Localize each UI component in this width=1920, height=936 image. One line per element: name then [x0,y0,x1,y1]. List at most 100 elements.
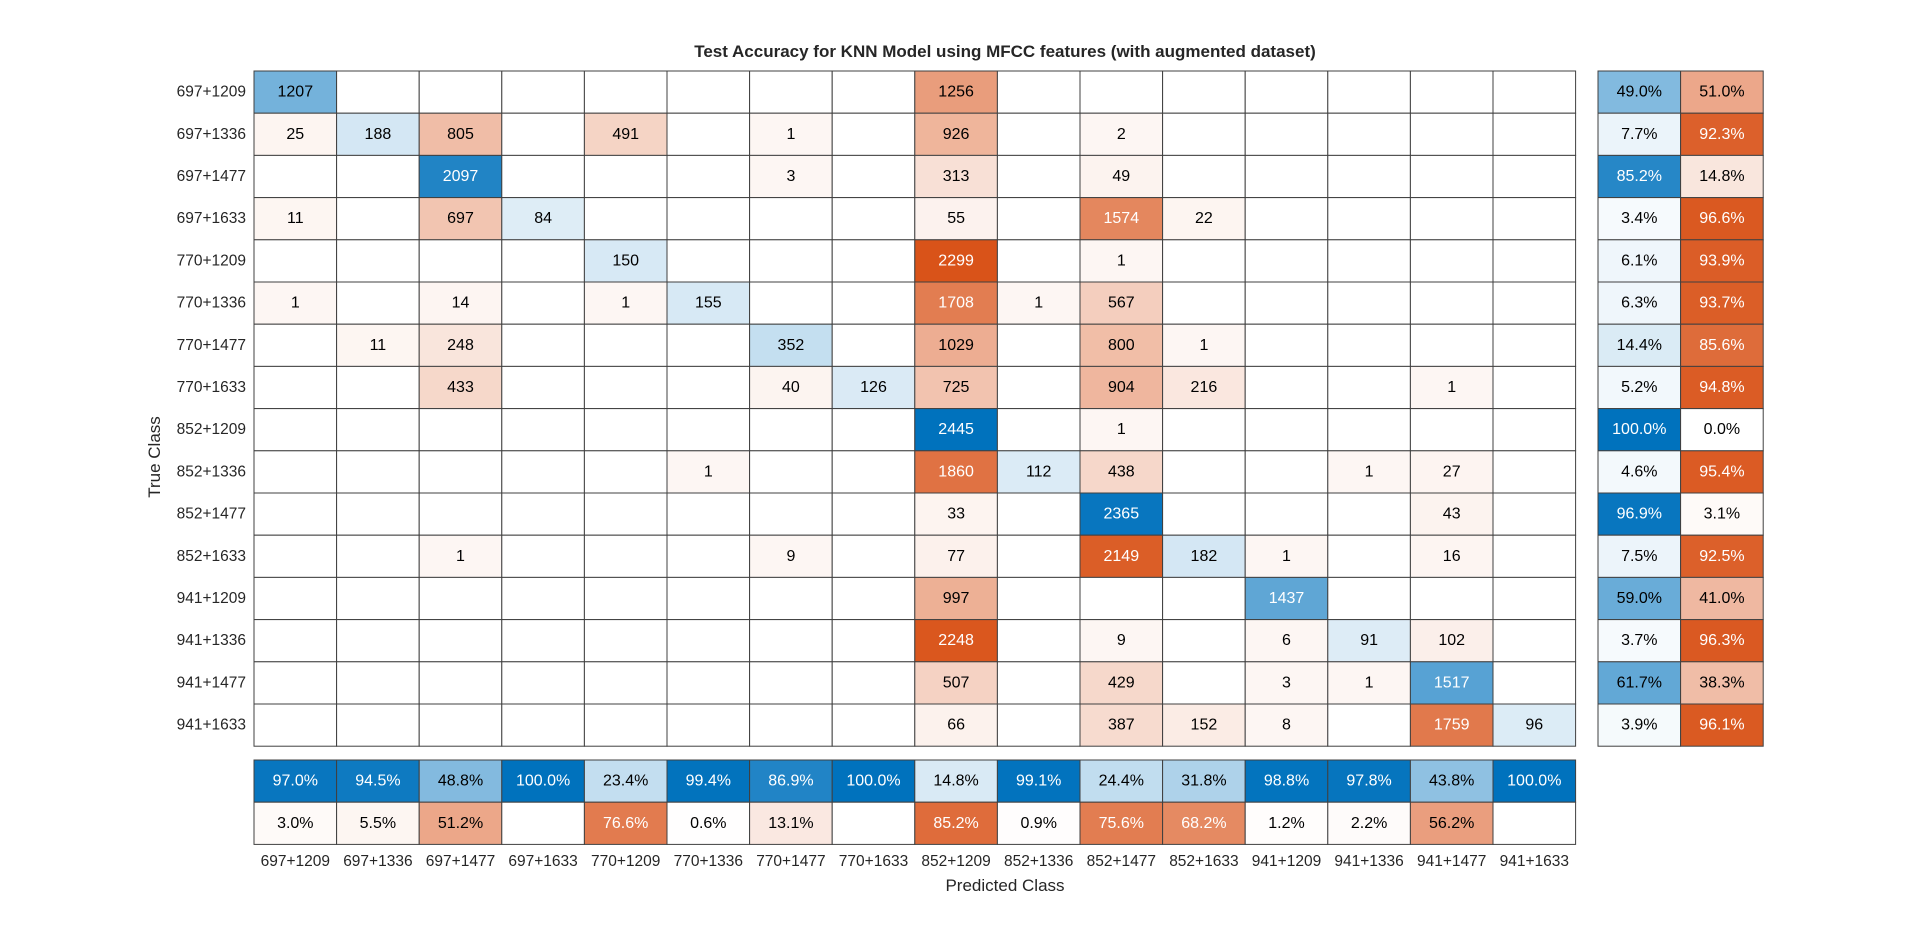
matrix-cell [253,450,338,494]
row-summary-incorrect-cell [1680,281,1764,325]
column-summary-correct-value: 99.4% [686,773,731,790]
matrix-cell-value: 438 [1108,463,1135,480]
matrix-cell [1162,154,1246,199]
matrix-cell [914,281,998,325]
row-summary-correct-value: 100.0% [1612,421,1666,438]
row-summary-correct-cell [1597,703,1682,747]
column-summary-incorrect-cell [583,801,668,845]
matrix-cell [253,661,338,705]
matrix-cell [583,492,668,536]
matrix-cell [666,619,751,663]
matrix-cell [831,534,916,578]
matrix-cell [666,661,751,705]
matrix-cell [1079,197,1164,241]
matrix-cell [1162,450,1246,494]
row-summary-incorrect-cell [1680,703,1764,747]
matrix-cell [914,197,998,241]
column-summary-correct-value: 86.9% [768,773,813,790]
matrix-cell [336,619,420,663]
row-summary-incorrect-value: 92.5% [1699,548,1744,565]
column-summary-incorrect-value: 68.2% [1181,815,1226,832]
matrix-cell-value: 1 [1117,421,1126,438]
matrix-cell [914,70,998,114]
matrix-cell [831,239,916,283]
matrix-cell [253,197,338,241]
matrix-cell-value: 1517 [1434,674,1470,691]
row-summary-incorrect-value: 96.3% [1699,632,1744,649]
matrix-cell [336,534,420,578]
column-summary-correct-value: 98.8% [1264,773,1309,790]
matrix-cell [253,112,338,156]
matrix-cell-value: 926 [943,126,970,143]
row-summary-correct-cell [1597,661,1682,705]
column-summary-correct-value: 43.8% [1429,773,1474,790]
matrix-cell-value: 1 [1117,252,1126,269]
matrix-cell [583,112,668,156]
matrix-cell [583,239,668,283]
column-tick-label: 941+1209 [1252,853,1321,870]
row-summary-incorrect-cell [1680,154,1764,199]
column-summary-incorrect-value: 3.0% [277,815,313,832]
matrix-cell [1327,239,1411,283]
matrix-cell [1492,281,1577,325]
matrix-cell-value: 22 [1195,210,1213,227]
matrix-cell-value: 102 [1438,632,1465,649]
matrix-cell [336,365,420,410]
matrix-cell [1162,197,1246,241]
matrix-cell [831,197,916,241]
matrix-cell [583,450,668,494]
matrix-cell [336,492,420,536]
matrix-cell [914,408,998,452]
chart-title: Test Accuracy for KNN Model using MFCC f… [694,42,1316,61]
column-tick-label: 697+1633 [508,853,577,870]
matrix-cell-value: 2 [1117,126,1126,143]
matrix-cell [1079,703,1164,747]
matrix-cell-value: 805 [447,126,474,143]
matrix-cell [583,281,668,325]
matrix-cell [501,365,585,410]
matrix-cell [1162,408,1246,452]
row-summary-correct-cell [1597,239,1682,283]
matrix-cell [418,154,503,199]
matrix-cell [253,619,338,663]
matrix-cell [501,408,585,452]
matrix-cell-value: 1207 [278,84,314,101]
matrix-cell [1492,70,1577,114]
column-summary-incorrect-cell [418,801,503,845]
matrix-cell [253,408,338,452]
matrix-cell [1079,70,1164,114]
matrix-cell [666,70,751,114]
column-summary-correct-value: 100.0% [1507,773,1561,790]
row-summary-incorrect-value: 96.6% [1699,210,1744,227]
matrix-cell [666,450,751,494]
column-summary-incorrect-value: 5.5% [360,815,396,832]
row-summary-correct-cell [1597,197,1682,241]
column-summary-correct-cell [418,759,503,803]
matrix-cell [996,323,1081,367]
matrix-cell [749,281,833,325]
column-tick-label: 697+1209 [261,853,330,870]
column-summary-correct-cell [1162,759,1246,803]
matrix-cell [1327,70,1411,114]
matrix-cell [501,576,585,621]
matrix-cell [1409,703,1494,747]
matrix-cell-value: 27 [1443,463,1461,480]
matrix-cell [996,112,1081,156]
matrix-cell-value: 16 [1443,548,1461,565]
matrix-cell-value: 9 [1117,632,1126,649]
matrix-cell [666,365,751,410]
matrix-cell-value: 1860 [938,463,974,480]
matrix-cell [336,239,420,283]
matrix-cell [253,576,338,621]
matrix-cell [996,70,1081,114]
matrix-cell-value: 725 [943,379,970,396]
row-summary-incorrect-cell [1680,492,1764,536]
row-tick-label: 941+1477 [177,674,246,691]
matrix-cell-value: 11 [370,337,387,354]
matrix-cell [914,661,998,705]
matrix-cell [253,365,338,410]
matrix-cell-value: 1 [1282,548,1291,565]
column-summary-incorrect-cell [1492,801,1577,845]
matrix-cell [336,703,420,747]
